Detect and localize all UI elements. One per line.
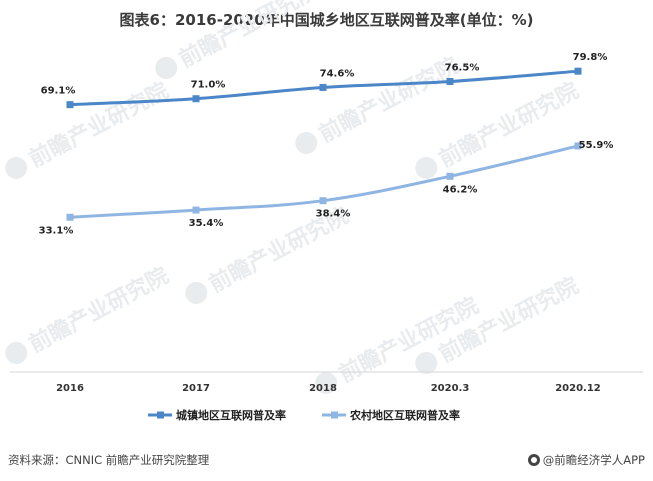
x-tick-label: 2017 bbox=[182, 383, 210, 394]
data-point bbox=[319, 197, 327, 205]
data-labels: 69.1% 71.0% 74.6% 76.5% 79.8% 33.1% 35.4% 38.4%… bbox=[39, 52, 614, 236]
data-point bbox=[446, 172, 454, 180]
data-point bbox=[574, 142, 582, 150]
watermark-logo-icon bbox=[155, 56, 178, 79]
data-label: 74.6% bbox=[320, 68, 355, 79]
data-label: 55.9% bbox=[579, 140, 614, 151]
watermark-text: 前瞻产业研究院 bbox=[315, 53, 463, 148]
watermark-text: 前瞻产业研究院 bbox=[435, 78, 583, 173]
data-point bbox=[446, 78, 454, 86]
watermark: 前瞻产业研究院 bbox=[155, 0, 323, 79]
legend-label: 农村地区互联网普及率 bbox=[349, 408, 460, 422]
watermark-logo-icon bbox=[5, 341, 28, 364]
data-label: 46.2% bbox=[443, 184, 478, 195]
watermark-logo-icon bbox=[415, 351, 438, 374]
data-point bbox=[66, 213, 74, 221]
line-chart: 前瞻产业研究院前瞻产业研究院前瞻产业研究院前瞻产业研究院前瞻产业研究院前瞻产业研… bbox=[5, 0, 643, 422]
brand-credit: @前瞻经济学人APP bbox=[527, 452, 645, 468]
data-point bbox=[66, 101, 74, 109]
watermark-logo-icon bbox=[415, 156, 438, 179]
watermark-text: 前瞻产业研究院 bbox=[175, 0, 323, 73]
data-point bbox=[319, 83, 327, 91]
watermark: 前瞻产业研究院 bbox=[415, 78, 583, 179]
data-label: 69.1% bbox=[41, 86, 76, 97]
x-tick-label: 2018 bbox=[309, 383, 337, 394]
source-note: 资料来源：CNNIC 前瞻产业研究院整理 bbox=[8, 453, 210, 467]
watermark-logo-icon bbox=[5, 156, 28, 179]
data-label: 79.8% bbox=[573, 52, 608, 63]
data-point bbox=[574, 67, 582, 75]
x-tick-label: 2020.3 bbox=[431, 383, 470, 394]
data-label: 71.0% bbox=[191, 80, 226, 91]
data-label: 76.5% bbox=[445, 63, 480, 74]
legend: 城镇地区互联网普及率 农村地区互联网普及率 bbox=[148, 408, 460, 422]
watermark: 前瞻产业研究院 bbox=[5, 263, 173, 364]
data-label: 33.1% bbox=[39, 225, 74, 236]
series-layer bbox=[66, 67, 582, 221]
brand-logo-icon bbox=[527, 454, 540, 466]
watermark-logo-icon bbox=[185, 281, 208, 304]
watermark: 前瞻产业研究院 bbox=[295, 53, 463, 154]
x-tick-label: 2020.12 bbox=[555, 383, 601, 394]
brand-text: @前瞻经济学人APP bbox=[542, 453, 645, 467]
x-tick-label: 2016 bbox=[56, 383, 84, 394]
watermark: 前瞻产业研究院 bbox=[5, 78, 173, 179]
legend-item: 农村地区互联网普及率 bbox=[322, 408, 460, 422]
watermark-layer: 前瞻产业研究院前瞻产业研究院前瞻产业研究院前瞻产业研究院前瞻产业研究院前瞻产业研… bbox=[5, 0, 583, 394]
watermark-logo-icon bbox=[315, 371, 338, 394]
data-label: 35.4% bbox=[189, 218, 224, 229]
x-axis-ticks: 2016 2017 2018 2020.3 2020.12 bbox=[56, 383, 601, 394]
legend-label: 城镇地区互联网普及率 bbox=[176, 408, 286, 422]
data-label: 38.4% bbox=[316, 209, 351, 220]
chart-title: 图表6：2016-2020年中国城乡地区互联网普及率(单位：%) bbox=[119, 11, 534, 29]
series-line bbox=[69, 144, 579, 219]
legend-marker bbox=[331, 411, 338, 419]
legend-item: 城镇地区互联网普及率 bbox=[148, 408, 286, 422]
watermark-text: 前瞻产业研究院 bbox=[25, 263, 173, 358]
legend-marker bbox=[157, 411, 164, 419]
watermark-logo-icon bbox=[295, 131, 318, 154]
data-point bbox=[192, 95, 200, 103]
data-point bbox=[192, 206, 200, 214]
